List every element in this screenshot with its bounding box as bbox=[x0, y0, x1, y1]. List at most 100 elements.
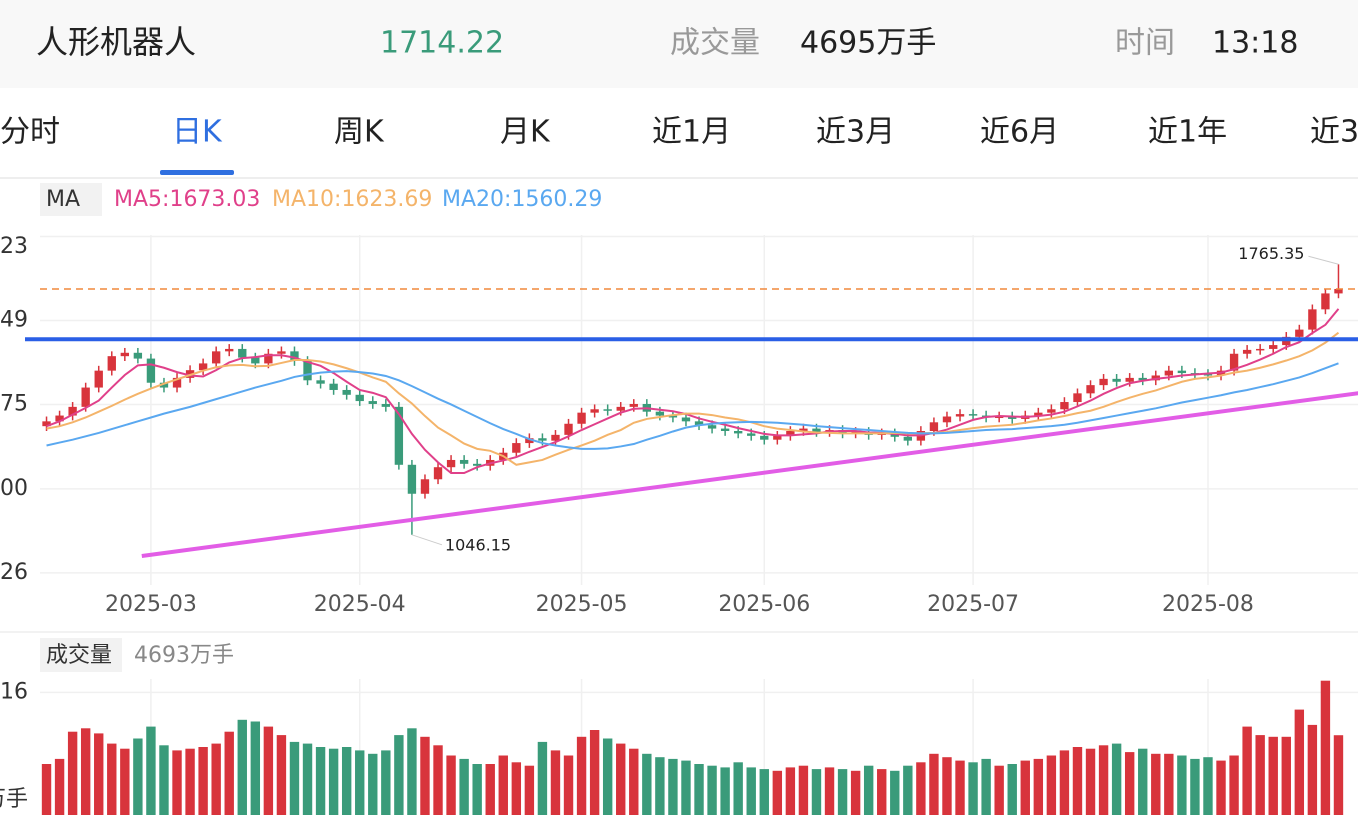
candle-body bbox=[472, 463, 482, 466]
candle-body bbox=[264, 353, 273, 364]
volume-bar bbox=[94, 733, 104, 815]
annotation-leader bbox=[411, 534, 443, 546]
volume-bar bbox=[433, 745, 443, 815]
tab[interactable]: 近1年 bbox=[1148, 115, 1227, 150]
volume-bar bbox=[107, 743, 117, 815]
volume-bar bbox=[942, 757, 952, 815]
candle-body bbox=[1047, 409, 1056, 413]
candle-body bbox=[668, 415, 678, 418]
low-annotation: 1046.15 bbox=[445, 535, 511, 554]
header-bg bbox=[0, 0, 1358, 88]
volume-bar bbox=[250, 721, 261, 815]
x-tick-label: 2025-05 bbox=[536, 592, 628, 617]
candle-body bbox=[629, 403, 638, 407]
volume-bar bbox=[1216, 760, 1226, 815]
trend-line bbox=[141, 391, 1358, 559]
candle-body bbox=[1308, 309, 1317, 330]
candle-body bbox=[1334, 288, 1343, 294]
legend-box bbox=[40, 638, 122, 672]
volume-bar bbox=[759, 769, 769, 815]
x-tick-label: 2025-07 bbox=[927, 592, 1019, 617]
candle-body bbox=[120, 352, 130, 357]
volume-bar bbox=[381, 750, 391, 815]
candle-body bbox=[1321, 293, 1330, 310]
candle-body bbox=[407, 464, 417, 494]
candle-body bbox=[1242, 349, 1252, 354]
volume-bar bbox=[550, 750, 561, 815]
volume-bar bbox=[1111, 743, 1122, 815]
tab[interactable]: 近3 bbox=[1310, 115, 1358, 150]
volume-bar bbox=[1294, 709, 1305, 815]
candle-body bbox=[55, 415, 64, 422]
legend-entry: MA20:1560.29 bbox=[442, 187, 602, 212]
tab[interactable]: 分时 bbox=[0, 115, 60, 150]
volume-bar bbox=[1281, 736, 1291, 815]
candle-body bbox=[733, 431, 743, 434]
candle-body bbox=[538, 438, 547, 441]
volume-bar bbox=[328, 748, 339, 815]
candle-body bbox=[342, 389, 351, 395]
volume-bar bbox=[446, 755, 456, 815]
candle-body bbox=[603, 409, 612, 411]
volume-bar bbox=[1268, 736, 1278, 815]
tab[interactable]: 近3月 bbox=[816, 115, 895, 150]
ma-line bbox=[46, 308, 1340, 474]
tab[interactable]: 近6月 bbox=[980, 115, 1059, 150]
volume-bar bbox=[420, 736, 430, 815]
x-tick-label: 2025-03 bbox=[105, 592, 197, 617]
candle-body bbox=[1008, 416, 1017, 419]
volume-bar bbox=[485, 764, 495, 815]
tab[interactable]: 日K bbox=[172, 115, 223, 150]
volume-bar bbox=[837, 769, 848, 815]
volume-bar bbox=[1151, 753, 1161, 815]
header-text: 成交量 bbox=[670, 26, 760, 61]
volume-bar bbox=[863, 765, 874, 815]
volume-bar bbox=[498, 755, 508, 815]
legend-title: MA bbox=[46, 187, 80, 212]
volume-bar bbox=[824, 767, 835, 815]
header-text: 4695万手 bbox=[800, 26, 936, 61]
ma-line bbox=[46, 362, 1339, 450]
volume-bar bbox=[263, 726, 274, 815]
volume-bar bbox=[981, 758, 991, 815]
candle-body bbox=[459, 459, 469, 464]
volume-bar bbox=[929, 753, 939, 815]
candle-body bbox=[551, 434, 560, 441]
volume-bar bbox=[733, 762, 743, 815]
candle-body bbox=[1255, 348, 1265, 351]
candle-body bbox=[512, 443, 521, 453]
tab[interactable]: 近1月 bbox=[652, 115, 731, 150]
y-tick-label: 00 bbox=[0, 476, 28, 501]
tab[interactable]: 周K bbox=[334, 115, 385, 150]
volume-bar bbox=[54, 758, 65, 815]
candle-body bbox=[446, 459, 456, 468]
candle-body bbox=[1295, 329, 1304, 337]
volume-bar bbox=[133, 738, 143, 815]
candle-body bbox=[903, 436, 913, 441]
volume-bar bbox=[772, 770, 783, 815]
candle-body bbox=[211, 351, 221, 364]
y-tick-label: 23 bbox=[0, 234, 28, 259]
volume-bar bbox=[185, 748, 195, 815]
volume-legend-value: 4693万手 bbox=[134, 643, 234, 668]
candle-body bbox=[1269, 345, 1278, 349]
candle-body bbox=[133, 352, 143, 359]
candle-body bbox=[707, 425, 717, 429]
candle-body bbox=[786, 431, 795, 436]
volume-bar bbox=[655, 757, 665, 815]
volume-bar bbox=[224, 731, 234, 815]
volume-bar bbox=[720, 767, 730, 815]
volume-bar bbox=[994, 765, 1004, 815]
volume-bar bbox=[1242, 726, 1252, 815]
candle-body bbox=[1086, 385, 1095, 394]
candle-body bbox=[968, 414, 978, 416]
candle-body bbox=[1112, 378, 1121, 382]
tab[interactable]: 月K bbox=[500, 115, 551, 150]
annotation-leader bbox=[1308, 255, 1339, 265]
volume-bar bbox=[1177, 755, 1187, 815]
header-text: 13:18 bbox=[1212, 26, 1298, 61]
volume-bar bbox=[798, 765, 809, 815]
volume-bar bbox=[1320, 680, 1331, 815]
legend-box bbox=[40, 183, 102, 216]
volume-legend: 成交量 bbox=[46, 643, 112, 668]
